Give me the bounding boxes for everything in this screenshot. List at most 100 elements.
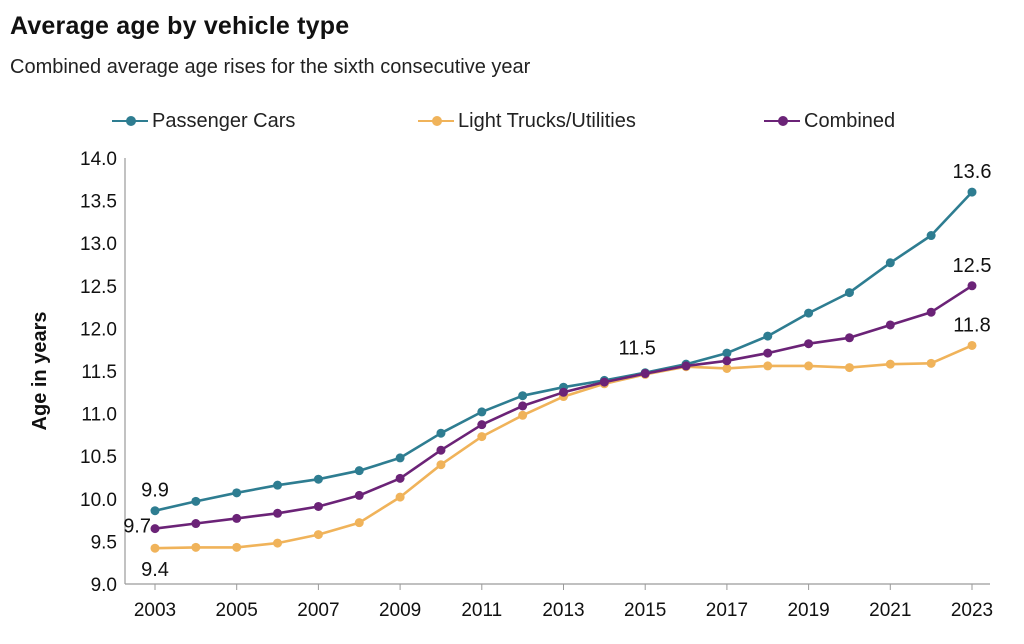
data-label: 9.4 <box>141 559 169 581</box>
data-point <box>804 308 814 318</box>
y-tick-label: 9.5 <box>91 532 117 553</box>
data-point <box>436 460 446 470</box>
data-point <box>763 331 773 341</box>
y-tick-label: 12.5 <box>80 277 117 298</box>
data-point <box>150 543 160 553</box>
legend-marker-combined <box>764 108 800 134</box>
data-point <box>926 231 936 241</box>
y-tick-label: 9.0 <box>91 575 117 596</box>
data-label: 11.8 <box>953 314 990 336</box>
data-point <box>885 359 895 369</box>
data-point <box>313 530 323 540</box>
chart-legend: Passenger Cars Light Trucks/Utilities Co… <box>0 108 1024 134</box>
data-point <box>967 281 977 291</box>
data-point <box>191 496 201 506</box>
data-point <box>844 288 854 298</box>
data-point <box>518 410 528 420</box>
data-point <box>599 377 609 387</box>
x-tick-label: 2021 <box>869 600 911 621</box>
x-tick-label: 2007 <box>297 600 339 621</box>
data-point <box>559 387 568 397</box>
y-tick-label: 13.5 <box>80 192 117 213</box>
data-point <box>436 428 446 438</box>
data-point <box>150 524 160 534</box>
legend-item-combined: Combined <box>764 108 895 134</box>
data-point <box>273 508 283 518</box>
legend-label-combined: Combined <box>804 109 896 132</box>
data-point <box>967 340 977 350</box>
chart-title: Average age by vehicle type <box>10 12 350 40</box>
data-point <box>763 361 773 371</box>
legend-item-light-trucks: Light Trucks/Utilities <box>418 108 636 134</box>
x-tick-label: 2011 <box>461 600 502 621</box>
legend-label-passenger-cars: Passenger Cars <box>152 109 296 132</box>
data-point <box>354 518 364 528</box>
x-tick-label: 2005 <box>216 600 258 621</box>
legend-marker-passenger-cars <box>112 108 148 134</box>
data-point <box>395 473 405 483</box>
data-point <box>354 466 364 476</box>
y-tick-label: 12.0 <box>80 319 117 340</box>
data-point <box>232 513 242 523</box>
data-point <box>191 542 201 552</box>
data-label: 13.6 <box>953 161 992 183</box>
data-point <box>722 348 732 358</box>
data-point <box>967 187 977 197</box>
chart-subtitle: Combined average age rises for the sixth… <box>10 56 531 78</box>
x-tick-label: 2013 <box>542 600 584 621</box>
data-point <box>313 474 323 484</box>
data-point <box>844 363 854 373</box>
x-tick-label: 2023 <box>951 600 993 621</box>
data-point <box>681 361 691 371</box>
data-point <box>395 453 405 463</box>
data-point <box>436 445 446 455</box>
data-point <box>150 506 160 516</box>
data-point <box>926 307 936 317</box>
data-point <box>518 391 528 401</box>
data-label: 9.9 <box>141 480 169 502</box>
data-point <box>722 363 732 373</box>
y-tick-label: 11.0 <box>81 405 117 426</box>
data-point <box>354 490 364 500</box>
y-tick-label: 10.5 <box>80 447 117 468</box>
data-point <box>885 258 895 268</box>
y-tick-label: 13.0 <box>80 234 117 255</box>
data-point <box>926 358 936 368</box>
y-axis-title: Age in years <box>29 312 51 431</box>
data-point <box>763 348 773 358</box>
data-point <box>395 492 405 502</box>
x-tick-label: 2003 <box>134 600 176 621</box>
data-point <box>477 432 487 442</box>
data-point <box>844 333 854 343</box>
y-tick-label: 10.0 <box>80 490 117 511</box>
data-point <box>518 401 528 411</box>
data-point <box>804 361 814 371</box>
data-point <box>804 339 814 349</box>
data-point <box>191 519 201 529</box>
y-tick-label: 14.0 <box>80 149 117 170</box>
series-line-0 <box>154 191 973 512</box>
y-tick-label: 11.5 <box>81 362 117 383</box>
data-label: 9.7 <box>123 516 151 538</box>
legend-label-light-trucks: Light Trucks/Utilities <box>458 109 636 132</box>
x-tick-label: 2017 <box>706 600 748 621</box>
legend-marker-light-trucks <box>418 108 454 134</box>
data-point <box>313 501 323 511</box>
data-point <box>273 538 283 548</box>
legend-item-passenger-cars: Passenger Cars <box>112 108 295 134</box>
data-point <box>477 420 487 430</box>
x-tick-label: 2009 <box>379 600 421 621</box>
data-point <box>477 407 487 417</box>
data-label: 12.5 <box>953 255 992 277</box>
data-point <box>885 320 895 330</box>
series-line-2 <box>154 284 973 530</box>
data-point <box>722 356 732 366</box>
data-point <box>232 488 242 498</box>
x-tick-label: 2015 <box>624 600 666 621</box>
data-label: 11.5 <box>618 338 655 360</box>
data-point <box>232 542 242 552</box>
x-tick-label: 2019 <box>787 600 829 621</box>
data-point <box>273 480 283 490</box>
data-point <box>640 369 650 379</box>
